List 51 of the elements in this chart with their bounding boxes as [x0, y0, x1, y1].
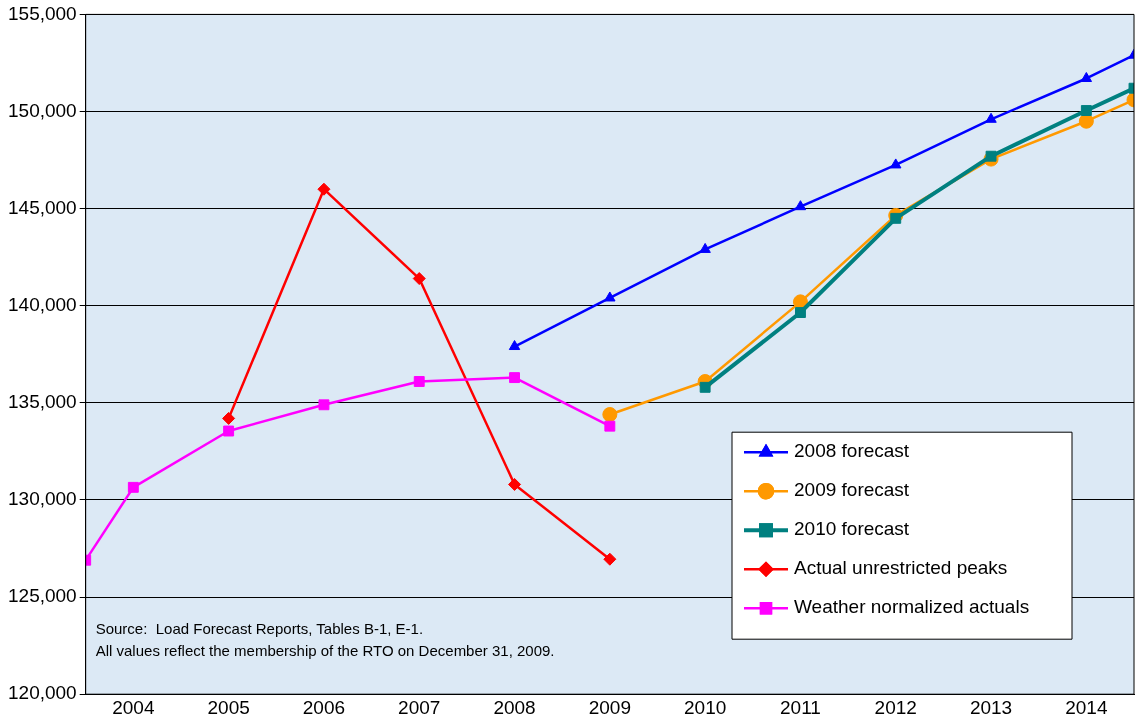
point: [412, 272, 426, 286]
point: [127, 481, 139, 493]
point: [603, 552, 617, 566]
annotation: All values reflect the membership of the RTO on December 31, 2009.: [95, 642, 555, 660]
x-tick-label: 2009: [588, 696, 631, 718]
point: [699, 381, 711, 393]
point: [508, 340, 521, 351]
point: [509, 372, 520, 384]
point: [317, 182, 331, 196]
y-tick-label: 120,000: [7, 682, 77, 704]
point: [890, 212, 902, 224]
x-tick-label: 2013: [969, 696, 1013, 718]
y-tick-label: 150,000: [7, 99, 77, 121]
y-tick-label: 155,000: [7, 2, 77, 24]
y-tick-label: 140,000: [7, 293, 77, 315]
x-tick-label: 2004: [112, 696, 155, 718]
point: [794, 307, 806, 318]
point: [1080, 72, 1093, 82]
point: [985, 112, 997, 123]
point: [699, 242, 711, 253]
x-tick-label: 2006: [302, 696, 346, 718]
legend-label: 2010 forecast: [794, 518, 910, 540]
x-tick-label: 2010: [684, 696, 727, 718]
point: [602, 407, 618, 423]
annotation: Source: Load Forecast Reports, Tables B-1, E-1.: [95, 620, 424, 638]
point: [508, 477, 522, 491]
x-tick-label: 2011: [780, 696, 821, 718]
x-tick-label: 2012: [874, 696, 917, 718]
legend-label: 2009 forecast: [794, 479, 910, 501]
point: [223, 425, 235, 437]
x-tick-label: 2007: [398, 696, 441, 718]
x-tick-label: 2008: [493, 696, 536, 718]
point: [985, 150, 997, 162]
y-tick-label: 135,000: [7, 391, 77, 413]
point: [890, 158, 902, 169]
legend-label: 2008 forecast: [794, 440, 910, 462]
y-tick-label: 125,000: [7, 585, 77, 607]
point: [794, 200, 807, 211]
x-tick-label: 2014: [1065, 696, 1108, 718]
legend-label: Weather normalized actuals: [794, 596, 1030, 618]
point: [1080, 105, 1092, 116]
point: [222, 411, 236, 425]
x-tick-label: 2005: [207, 696, 250, 718]
point: [413, 376, 425, 387]
point: [604, 420, 616, 432]
y-tick-label: 145,000: [7, 196, 77, 218]
point: [604, 291, 616, 302]
legend-label: Actual unrestricted peaks: [794, 557, 1008, 579]
point: [1078, 113, 1094, 129]
point: [318, 399, 330, 411]
y-tick-label: 130,000: [7, 488, 77, 510]
